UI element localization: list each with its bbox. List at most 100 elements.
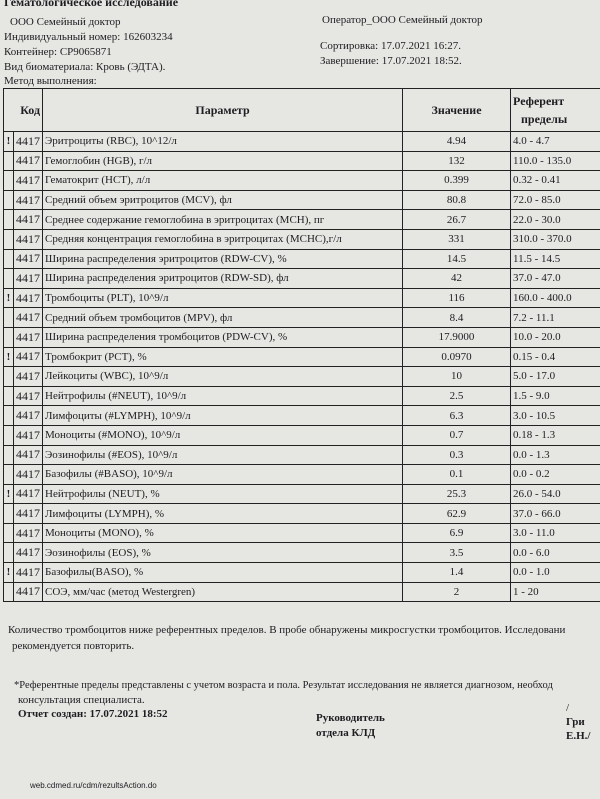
cell-param: Ширина распределения эритроцитов (RDW-CV… xyxy=(42,248,404,270)
cell-code: 4417 xyxy=(12,268,44,289)
cell-flag xyxy=(3,542,14,564)
cell-ref: 3.0 - 10.5 xyxy=(510,405,600,426)
cell-flag: ! xyxy=(3,483,14,505)
cell-flag xyxy=(3,503,14,524)
cell-param: Лейкоциты (WBC), 10^9/л xyxy=(42,366,404,387)
result-row: 4417 Ширина распределения эритроцитов (RD… xyxy=(3,268,600,289)
cell-val: 3.5 xyxy=(402,542,512,564)
cell-val: 2.5 xyxy=(402,385,512,407)
col-value: Значение xyxy=(402,88,512,132)
operator: Оператор_ООО Семейный доктор xyxy=(322,14,483,26)
cell-val: 25.3 xyxy=(402,483,512,505)
cell-val: 0.3 xyxy=(402,444,512,466)
method: Метод выполнения: xyxy=(4,75,97,87)
id-number: Индивидуальный номер: 162603234 xyxy=(4,31,173,43)
cell-code: 4417 xyxy=(12,131,44,152)
cell-val: 14.5 xyxy=(402,248,512,270)
result-row: ! 4417 Базофилы(BASO), % 1.4 0.0 - 1.0 xyxy=(3,562,600,583)
cell-flag: ! xyxy=(3,562,14,583)
cell-param: Эозинофилы (EOS), % xyxy=(42,542,404,564)
note-1: *Референтные пределы представлены с учет… xyxy=(14,680,553,691)
cell-val: 1.4 xyxy=(402,562,512,583)
col-ref-1: Референт xyxy=(513,94,565,108)
cell-val: 331 xyxy=(402,228,512,250)
cell-val: 116 xyxy=(402,287,512,309)
cell-code: 4417 xyxy=(12,287,44,309)
cell-param: Лимфоциты (LYMPH), % xyxy=(42,503,404,524)
result-row: 4417 СОЭ, мм/час (метод Westergren) 2 1 - 2… xyxy=(3,581,600,603)
cell-ref: 110.0 - 135.0 xyxy=(510,150,600,172)
cell-val: 62.9 xyxy=(402,503,512,524)
cell-ref: 1.5 - 9.0 xyxy=(510,385,600,407)
cell-ref: 5.0 - 17.0 xyxy=(510,366,600,387)
cell-ref: 4.0 - 4.7 xyxy=(510,131,600,152)
result-row: 4417 Гемоглобин (HGB), г/л 132 110.0 - 135.… xyxy=(3,150,600,172)
head-1: Руководитель xyxy=(316,712,385,724)
cell-code: 4417 xyxy=(12,346,44,368)
cell-val: 42 xyxy=(402,268,512,289)
cell-code: 4417 xyxy=(12,503,44,524)
cell-ref: 7.2 - 11.1 xyxy=(510,307,600,328)
result-row: 4417 Моноциты (#MONO), 10^9/л 0.7 0.18 - 1.… xyxy=(3,424,600,446)
cell-flag xyxy=(3,209,14,230)
cell-flag: ! xyxy=(3,346,14,368)
result-row: 4417 Ширина распределения тромбоцитов (PD… xyxy=(3,326,600,348)
cell-ref: 37.0 - 66.0 xyxy=(510,503,600,524)
cell-val: 6.3 xyxy=(402,405,512,426)
cell-ref: 0.0 - 1.3 xyxy=(510,444,600,466)
cell-code: 4417 xyxy=(12,424,44,446)
cell-code: 4417 xyxy=(12,562,44,583)
result-row: 4417 Средний объем тромбоцитов (MPV), фл 8… xyxy=(3,307,600,328)
cell-ref: 0.0 - 0.2 xyxy=(510,464,600,485)
comment-2: рекомендуется повторить. xyxy=(12,640,135,652)
cell-param: Средняя концентрация гемоглобина в эритр… xyxy=(42,228,404,250)
cell-code: 4417 xyxy=(12,150,44,172)
cell-ref: 0.0 - 6.0 xyxy=(510,542,600,564)
cell-flag xyxy=(3,444,14,466)
cell-param: Гематокрит (HCT), л/л xyxy=(42,170,404,191)
cell-param: Эритроциты (RBC), 10^12/л xyxy=(42,131,404,152)
result-row: 4417 Среднее содержание гемоглобина в эри… xyxy=(3,209,600,230)
head-2: отдела КЛД xyxy=(316,727,376,739)
cell-val: 132 xyxy=(402,150,512,172)
lab-name: ООО Семейный доктор xyxy=(10,16,121,28)
completion: Завершение: 17.07.2021 18:52. xyxy=(320,55,462,67)
cell-code: 4417 xyxy=(12,522,44,544)
cell-param: Ширина распределения эритроцитов (RDW-SD… xyxy=(42,268,404,289)
cell-flag xyxy=(3,170,14,191)
cell-ref: 22.0 - 30.0 xyxy=(510,209,600,230)
cell-val: 0.1 xyxy=(402,464,512,485)
cell-param: Нейтрофилы (#NEUT), 10^9/л xyxy=(42,385,404,407)
cell-val: 10 xyxy=(402,366,512,387)
result-row: ! 4417 Тромбокрит (PCT), % 0.0970 0.15 - 0.4 xyxy=(3,346,600,368)
cell-code: 4417 xyxy=(12,405,44,426)
cell-ref: 310.0 - 370.0 xyxy=(510,228,600,250)
cell-ref: 0.15 - 0.4 xyxy=(510,346,600,368)
cell-flag xyxy=(3,385,14,407)
cell-code: 4417 xyxy=(12,170,44,191)
sign-name: Гри xyxy=(566,716,585,728)
url: web.cdmed.ru/cdm/rezultsAction.do xyxy=(30,781,157,790)
result-row: 4417 Моноциты (MONO), % 6.9 3.0 - 11.0 xyxy=(3,522,600,544)
cell-code: 4417 xyxy=(12,581,44,603)
cell-param: Среднее содержание гемоглобина в эритроц… xyxy=(42,209,404,230)
cell-param: Эозинофилы (#EOS), 10^9/л xyxy=(42,444,404,466)
result-row: 4417 Средняя концентрация гемоглобина в э… xyxy=(3,228,600,250)
cell-param: Лимфоциты (#LYMPH), 10^9/л xyxy=(42,405,404,426)
cell-ref: 37.0 - 47.0 xyxy=(510,268,600,289)
cell-flag xyxy=(3,424,14,446)
cell-val: 8.4 xyxy=(402,307,512,328)
result-row: 4417 Лимфоциты (#LYMPH), 10^9/л 6.3 3.0 - 1… xyxy=(3,405,600,426)
cell-ref: 72.0 - 85.0 xyxy=(510,189,600,211)
title: Гематологическое исследование xyxy=(4,0,179,9)
cell-val: 0.399 xyxy=(402,170,512,191)
cell-val: 4.94 xyxy=(402,131,512,152)
cell-code: 4417 xyxy=(12,483,44,505)
cell-param: Ширина распределения тромбоцитов (PDW-CV… xyxy=(42,326,404,348)
cell-ref: 1 - 20 xyxy=(510,581,600,603)
cell-flag xyxy=(3,189,14,211)
cell-param: Нейтрофилы (NEUT), % xyxy=(42,483,404,505)
header-row: Код Параметр Значение Референт пределы xyxy=(2,88,600,132)
cell-param: Средний объем эритроцитов (MCV), фл xyxy=(42,189,404,211)
cell-code: 4417 xyxy=(12,464,44,485)
